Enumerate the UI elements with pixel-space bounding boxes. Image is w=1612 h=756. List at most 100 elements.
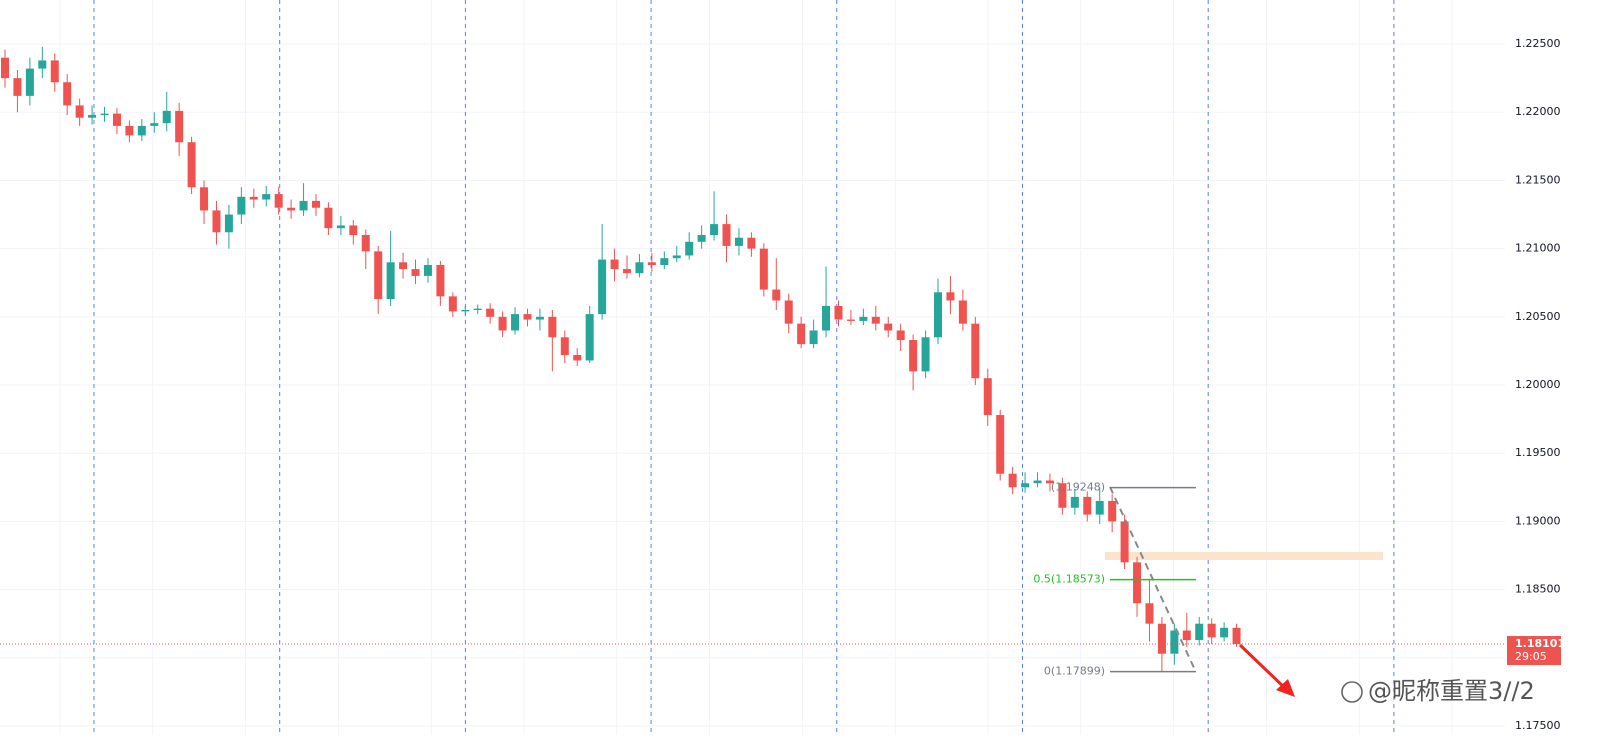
candle-body — [523, 314, 532, 320]
candle-body — [1021, 483, 1030, 488]
trend-line — [1109, 486, 1196, 671]
countdown-label: 29:05 — [1515, 650, 1547, 663]
candle-body — [1170, 630, 1179, 654]
candle-body — [386, 262, 395, 300]
candle-body — [1207, 623, 1216, 638]
candle-body — [697, 234, 706, 242]
candle-body — [486, 308, 495, 317]
candle-body — [797, 323, 806, 345]
candle-body — [958, 300, 967, 324]
candle-body — [535, 316, 544, 320]
fib-label: (1.19248) — [1051, 481, 1105, 494]
candle-body — [1033, 480, 1042, 484]
candle-body — [361, 234, 370, 252]
candle-body — [759, 248, 768, 290]
candle-body — [573, 355, 582, 361]
candle-body — [1008, 473, 1017, 488]
candle-body — [1120, 521, 1129, 563]
candle-body — [75, 105, 84, 118]
candle-body — [685, 241, 694, 256]
candle-body — [137, 125, 146, 136]
y-tick-label: 1.22000 — [1515, 105, 1561, 118]
y-tick-label: 1.20500 — [1515, 310, 1561, 323]
candle-body — [909, 340, 918, 372]
candle-body — [871, 316, 880, 324]
candle-body — [772, 289, 781, 301]
price-axis: 1.175001.180001.185001.190001.195001.200… — [1507, 37, 1565, 732]
candle-body — [747, 237, 756, 249]
y-tick-label: 1.19000 — [1515, 514, 1561, 527]
candle-body — [1133, 562, 1142, 604]
candle-body — [884, 323, 893, 331]
zone — [1105, 552, 1383, 561]
watermark-text: @昵称重置3//2 — [1368, 677, 1535, 705]
candle-body — [262, 194, 271, 200]
candle-body — [710, 224, 719, 235]
candle-body — [784, 300, 793, 324]
candle-body — [996, 415, 1005, 474]
candle-body — [846, 319, 855, 321]
session-lines — [93, 0, 1395, 735]
candle-body — [1195, 623, 1204, 641]
candle-body — [560, 337, 569, 356]
candle-body — [1108, 500, 1117, 522]
candle-body — [249, 196, 258, 200]
candle-body — [25, 68, 34, 96]
candle-body — [921, 337, 930, 372]
y-tick-label: 1.22500 — [1515, 37, 1561, 50]
candle-body — [299, 200, 308, 211]
fib-label: 0(1.17899) — [1044, 665, 1105, 678]
candle-body — [548, 316, 557, 338]
candle-body — [162, 110, 171, 124]
grid — [0, 0, 1505, 735]
candle-body — [934, 292, 942, 338]
fib-label: 0.5(1.18573) — [1033, 573, 1105, 586]
candle-body — [1070, 496, 1079, 508]
candle-body — [461, 310, 470, 312]
candle-body — [237, 196, 246, 215]
candle-body — [1145, 603, 1154, 624]
y-tick-label: 1.21000 — [1515, 242, 1561, 255]
candle-body — [112, 113, 121, 126]
candle-body — [498, 316, 507, 331]
candle-body — [50, 60, 59, 83]
y-tick-label: 1.18500 — [1515, 583, 1561, 596]
candle-body — [734, 237, 743, 246]
candle-body — [511, 314, 520, 331]
candle-body — [896, 330, 905, 341]
candle-body — [1058, 483, 1067, 508]
candle-body — [349, 225, 358, 235]
candle-body — [200, 187, 209, 211]
candle-body — [623, 269, 631, 274]
candle-body — [585, 314, 594, 361]
candle-body — [1095, 500, 1104, 515]
arrow-head — [1276, 679, 1295, 697]
candle-body — [598, 259, 607, 315]
candle-body — [635, 262, 644, 274]
drawings: (1.19248) 0.5(1.18573) 0(1.17899) — [1033, 481, 1295, 697]
candle-body — [212, 210, 221, 233]
candle-body — [100, 113, 109, 115]
candle-body — [224, 214, 233, 233]
candle-body — [473, 308, 482, 311]
candle-body — [1083, 496, 1092, 515]
candle-body — [983, 378, 992, 416]
candle-body — [1, 57, 9, 79]
candle-body — [125, 125, 134, 136]
last-price-box — [1507, 636, 1561, 666]
candle-body — [859, 316, 868, 321]
candle-body — [1182, 630, 1191, 641]
y-tick-label: 1.17500 — [1515, 719, 1561, 732]
candle-body — [809, 330, 818, 345]
candle-body — [399, 262, 408, 270]
candle-body — [448, 296, 457, 312]
candle-body — [436, 265, 445, 297]
candle-body — [946, 292, 955, 301]
candle-body — [312, 200, 320, 208]
candle-body — [660, 258, 669, 266]
candle-body — [971, 323, 980, 379]
candle-body — [336, 225, 345, 229]
candle-body — [411, 269, 420, 276]
